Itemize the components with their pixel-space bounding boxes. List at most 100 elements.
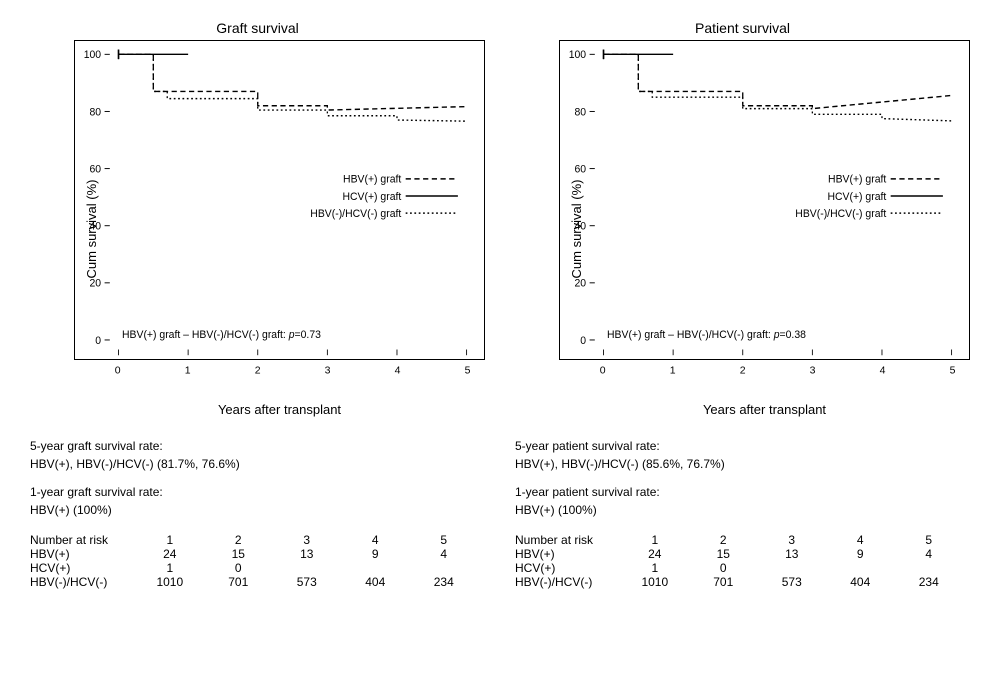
risk-cell: 15 bbox=[211, 547, 279, 561]
risk-cell: 0 bbox=[696, 561, 764, 575]
risk-timepoint: 2 bbox=[696, 533, 764, 547]
five-year-line2-right: HBV(+), HBV(-)/HCV(-) (85.6%, 76.7%) bbox=[515, 455, 970, 473]
risk-cell bbox=[901, 561, 970, 575]
five-year-line1-left: 5-year graft survival rate: bbox=[30, 437, 485, 455]
one-year-line1-right: 1-year patient survival rate: bbox=[515, 483, 970, 501]
chart-svg-left: 0 20 40 60 80 100 HBV(+) graft HCV(+) graft HBV(… bbox=[75, 41, 484, 359]
svg-text:3: 3 bbox=[810, 365, 816, 376]
risk-cell: 13 bbox=[765, 547, 833, 561]
risk-row-label: HBV(-)/HCV(-) bbox=[30, 575, 143, 589]
x-axis-label-right: Years after transplant bbox=[559, 402, 970, 417]
five-year-line2-left: HBV(+), HBV(-)/HCV(-) (81.7%, 76.6%) bbox=[30, 455, 485, 473]
risk-row-label: HBV(+) bbox=[515, 547, 628, 561]
risk-cell bbox=[833, 561, 901, 575]
risk-cell: 404 bbox=[348, 575, 416, 589]
one-year-line1-left: 1-year graft survival rate: bbox=[30, 483, 485, 501]
risk-cell: 4 bbox=[901, 547, 970, 561]
chart-plot-area-left: 0 20 40 60 80 100 HBV(+) graft HCV(+) graft HBV(… bbox=[74, 40, 485, 360]
svg-text:40: 40 bbox=[89, 220, 101, 233]
risk-cell bbox=[416, 561, 485, 575]
svg-text:80: 80 bbox=[89, 106, 101, 119]
summary-text-right: 5-year patient survival rate: HBV(+), HB… bbox=[515, 437, 970, 519]
svg-text:60: 60 bbox=[89, 163, 101, 176]
risk-row-label: HBV(-)/HCV(-) bbox=[515, 575, 628, 589]
panel-patient-survival: Patient survival Cum survival (%) 020406… bbox=[515, 20, 970, 672]
five-year-line1-right: 5-year patient survival rate: bbox=[515, 437, 970, 455]
risk-cell: 0 bbox=[211, 561, 279, 575]
risk-cell: 404 bbox=[833, 575, 901, 589]
summary-text-left: 5-year graft survival rate: HBV(+), HBV(… bbox=[30, 437, 485, 519]
risk-cell: 9 bbox=[348, 547, 416, 561]
risk-timepoint: 5 bbox=[416, 533, 485, 547]
risk-timepoint: 3 bbox=[280, 533, 348, 547]
chart-title-left: Graft survival bbox=[30, 20, 485, 36]
svg-text:5: 5 bbox=[465, 365, 471, 376]
risk-cell: 24 bbox=[628, 547, 696, 561]
risk-cell: 1010 bbox=[143, 575, 211, 589]
risk-cell: 1 bbox=[143, 561, 211, 575]
risk-row-label: HCV(+) bbox=[30, 561, 143, 575]
svg-text:HBV(+) graft: HBV(+) graft bbox=[343, 173, 401, 186]
x-ticks-right: 0 1 2 3 4 5 bbox=[559, 360, 970, 378]
one-year-line2-right: HBV(+) (100%) bbox=[515, 501, 970, 519]
svg-text:60: 60 bbox=[574, 163, 586, 176]
svg-text:0: 0 bbox=[115, 365, 121, 376]
risk-cell: 1010 bbox=[628, 575, 696, 589]
svg-text:0: 0 bbox=[95, 334, 101, 347]
chart-svg-right: 020406080100HBV(+) graftHCV(+) graftHBV(… bbox=[560, 41, 969, 359]
risk-header: Number at risk bbox=[30, 533, 143, 547]
risk-row-label: HBV(+) bbox=[30, 547, 143, 561]
risk-cell: 9 bbox=[833, 547, 901, 561]
x-axis-label-left: Years after transplant bbox=[74, 402, 485, 417]
svg-text:2: 2 bbox=[740, 365, 746, 376]
x-ticks-left: 012345 bbox=[74, 360, 485, 378]
risk-timepoint: 1 bbox=[628, 533, 696, 547]
risk-cell: 701 bbox=[211, 575, 279, 589]
svg-text:0: 0 bbox=[580, 334, 586, 347]
svg-text:5: 5 bbox=[950, 365, 956, 376]
svg-text:1: 1 bbox=[185, 365, 191, 376]
svg-text:HCV(+) graft: HCV(+) graft bbox=[827, 190, 886, 203]
risk-cell bbox=[348, 561, 416, 575]
svg-text:1: 1 bbox=[670, 365, 676, 376]
risk-cell bbox=[765, 561, 833, 575]
svg-text:3: 3 bbox=[325, 365, 331, 376]
risk-cell: 573 bbox=[280, 575, 348, 589]
svg-text:2: 2 bbox=[255, 365, 261, 376]
risk-header: Number at risk bbox=[515, 533, 628, 547]
risk-cell: 15 bbox=[696, 547, 764, 561]
risk-cell: 13 bbox=[280, 547, 348, 561]
svg-text:4: 4 bbox=[880, 365, 886, 376]
risk-cell: 573 bbox=[765, 575, 833, 589]
risk-row-label: HCV(+) bbox=[515, 561, 628, 575]
risk-timepoint: 4 bbox=[348, 533, 416, 547]
risk-cell bbox=[280, 561, 348, 575]
risk-cell: 701 bbox=[696, 575, 764, 589]
panel-graft-survival: Graft survival Cum survival (%) 02040608… bbox=[30, 20, 485, 672]
risk-cell: 24 bbox=[143, 547, 211, 561]
one-year-line2-left: HBV(+) (100%) bbox=[30, 501, 485, 519]
svg-text:20: 20 bbox=[89, 277, 101, 290]
svg-text:HBV(-)/HCV(-) graft: HBV(-)/HCV(-) graft bbox=[310, 208, 401, 221]
chart-title-right: Patient survival bbox=[515, 20, 970, 36]
risk-timepoint: 3 bbox=[765, 533, 833, 547]
svg-text:HCV(+) graft: HCV(+) graft bbox=[342, 190, 401, 203]
risk-timepoint: 2 bbox=[211, 533, 279, 547]
svg-text:100: 100 bbox=[569, 49, 586, 62]
risk-table-left: Number at risk12345HBV(+)24151394HCV(+)1… bbox=[30, 533, 485, 589]
svg-text:HBV(+) graft – HBV(-)/HCV(-) g: HBV(+) graft – HBV(-)/HCV(-) graft: p=0.… bbox=[607, 329, 806, 342]
risk-timepoint: 1 bbox=[143, 533, 211, 547]
chart-plot-area-right: 020406080100HBV(+) graftHCV(+) graftHBV(… bbox=[559, 40, 970, 360]
svg-text:80: 80 bbox=[574, 106, 586, 119]
svg-text:HBV(+) graft – HBV(-)/HCV(-) g: HBV(+) graft – HBV(-)/HCV(-) graft: p=0.… bbox=[122, 329, 321, 342]
svg-text:100: 100 bbox=[84, 49, 101, 62]
risk-table-right: Number at risk12345HBV(+)24151394HCV(+)1… bbox=[515, 533, 970, 589]
svg-text:HBV(-)/HCV(-) graft: HBV(-)/HCV(-) graft bbox=[795, 208, 886, 221]
svg-text:0: 0 bbox=[600, 365, 606, 376]
svg-text:HBV(+) graft: HBV(+) graft bbox=[828, 173, 886, 186]
risk-cell: 234 bbox=[901, 575, 970, 589]
risk-cell: 4 bbox=[416, 547, 485, 561]
svg-text:40: 40 bbox=[574, 220, 586, 233]
risk-cell: 1 bbox=[628, 561, 696, 575]
risk-timepoint: 4 bbox=[833, 533, 901, 547]
